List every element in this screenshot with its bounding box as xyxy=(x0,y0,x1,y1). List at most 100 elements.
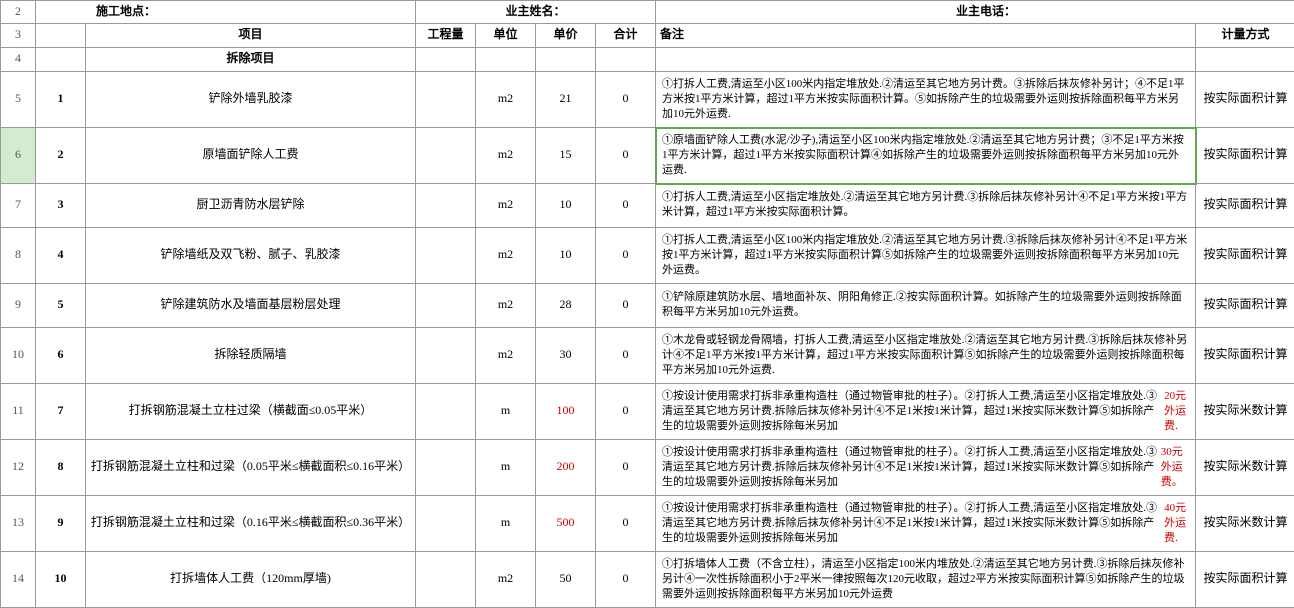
cell-seq[interactable]: 2 xyxy=(36,128,86,184)
cell-unit[interactable]: m2 xyxy=(476,228,536,284)
cell-price[interactable]: 30 xyxy=(536,328,596,384)
cell-method[interactable]: 按实际面积计算 xyxy=(1196,228,1294,284)
cell-total[interactable]: 0 xyxy=(596,440,656,496)
cell-method[interactable]: 按实际面积计算 xyxy=(1196,128,1294,184)
cell-method[interactable]: 按实际面积计算 xyxy=(1196,552,1294,608)
cell-price[interactable]: 50 xyxy=(536,552,596,608)
cell-name[interactable]: 打拆墙体人工费（120mm厚墙) xyxy=(86,552,416,608)
cell-method[interactable]: 按实际面积计算 xyxy=(1196,72,1294,128)
empty xyxy=(1196,48,1294,72)
cell-unit[interactable]: m2 xyxy=(476,184,536,228)
cell-name[interactable]: 铲除墙纸及双飞粉、腻子、乳胶漆 xyxy=(86,228,416,284)
cell-remark[interactable]: ①原墙面铲除人工费(水泥/沙子),清运至小区100米内指定堆放处.②清运至其它地… xyxy=(656,128,1196,184)
section-title: 拆除项目 xyxy=(86,48,416,72)
row-header: 4 xyxy=(1,48,36,72)
col-total: 合计 xyxy=(596,24,656,48)
cell-unit[interactable]: m2 xyxy=(476,128,536,184)
cell-name[interactable]: 打拆钢筋混凝土立柱和过梁（0.05平米≤横截面积≤0.16平米） xyxy=(86,440,416,496)
cell-remark[interactable]: ①按设计使用需求打拆非承重构造柱（通过物管审批的柱子）。②打拆人工费,清运至小区… xyxy=(656,496,1196,552)
row-header: 6 xyxy=(1,128,36,184)
spreadsheet-grid: 2施工地点：业主姓名：业主电话：3项目工程量单位单价合计备注计量方式4拆除项目5… xyxy=(0,0,1294,608)
row-header: 5 xyxy=(1,72,36,128)
cell-method[interactable]: 按实际面积计算 xyxy=(1196,184,1294,228)
cell-seq[interactable]: 6 xyxy=(36,328,86,384)
cell-total[interactable]: 0 xyxy=(596,552,656,608)
cell-total[interactable]: 0 xyxy=(596,128,656,184)
cell-unit[interactable]: m xyxy=(476,440,536,496)
label-owner-phone: 业主电话： xyxy=(656,1,1294,24)
cell-qty[interactable] xyxy=(416,328,476,384)
cell-seq[interactable]: 7 xyxy=(36,384,86,440)
cell-seq[interactable]: 8 xyxy=(36,440,86,496)
cell-unit[interactable]: m xyxy=(476,496,536,552)
cell-price[interactable]: 500 xyxy=(536,496,596,552)
cell-seq[interactable]: 10 xyxy=(36,552,86,608)
cell-qty[interactable] xyxy=(416,384,476,440)
cell-total[interactable]: 0 xyxy=(596,328,656,384)
cell-price[interactable]: 15 xyxy=(536,128,596,184)
cell-seq[interactable]: 1 xyxy=(36,72,86,128)
cell-remark[interactable]: ①按设计使用需求打拆非承重构造柱（通过物管审批的柱子）。②打拆人工费,清运至小区… xyxy=(656,440,1196,496)
cell-seq[interactable]: 9 xyxy=(36,496,86,552)
cell-unit[interactable]: m2 xyxy=(476,72,536,128)
row-header: 8 xyxy=(1,228,36,284)
cell-remark[interactable]: ①木龙骨或轻钢龙骨隔墙，打拆人工费,清运至小区指定堆放处.②清运至其它地方另计费… xyxy=(656,328,1196,384)
cell-total[interactable]: 0 xyxy=(596,496,656,552)
cell-total[interactable]: 0 xyxy=(596,228,656,284)
cell-name[interactable]: 原墙面铲除人工费 xyxy=(86,128,416,184)
cell-unit[interactable]: m2 xyxy=(476,328,536,384)
row-header: 11 xyxy=(1,384,36,440)
cell-method[interactable]: 按实际米数计算 xyxy=(1196,384,1294,440)
cell-remark[interactable]: ①打拆人工费,清运至小区100米内指定堆放处.②清运至其它地方另计费。③拆除后抹… xyxy=(656,72,1196,128)
row-header: 3 xyxy=(1,24,36,48)
cell-seq[interactable]: 5 xyxy=(36,284,86,328)
cell-remark[interactable]: ①按设计使用需求打拆非承重构造柱（通过物管审批的柱子）。②打拆人工费,清运至小区… xyxy=(656,384,1196,440)
cell-name[interactable]: 打拆钢筋混凝土立柱过梁（横截面≤0.05平米） xyxy=(86,384,416,440)
col-method: 计量方式 xyxy=(1196,24,1294,48)
cell-name[interactable]: 厨卫沥青防水层铲除 xyxy=(86,184,416,228)
cell-price[interactable]: 10 xyxy=(536,184,596,228)
cell-name[interactable]: 铲除外墙乳胶漆 xyxy=(86,72,416,128)
cell-qty[interactable] xyxy=(416,440,476,496)
row-header: 2 xyxy=(1,1,36,24)
cell-method[interactable]: 按实际米数计算 xyxy=(1196,440,1294,496)
col-project: 项目 xyxy=(86,24,416,48)
cell-method[interactable]: 按实际面积计算 xyxy=(1196,284,1294,328)
cell-method[interactable]: 按实际面积计算 xyxy=(1196,328,1294,384)
cell-seq[interactable]: 3 xyxy=(36,184,86,228)
cell-remark[interactable]: ①打拆人工费,清运至小区指定堆放处.②清运至其它地方另计费.③拆除后抹灰修补另计… xyxy=(656,184,1196,228)
cell-remark[interactable]: ①打拆墙体人工费（不含立柱），清运至小区指定100米内堆放处.②清运至其它地方另… xyxy=(656,552,1196,608)
cell-price[interactable]: 200 xyxy=(536,440,596,496)
cell-total[interactable]: 0 xyxy=(596,184,656,228)
row-header: 9 xyxy=(1,284,36,328)
row-header: 13 xyxy=(1,496,36,552)
cell-qty[interactable] xyxy=(416,128,476,184)
cell-total[interactable]: 0 xyxy=(596,72,656,128)
cell-price[interactable]: 21 xyxy=(536,72,596,128)
cell-qty[interactable] xyxy=(416,552,476,608)
cell-unit[interactable]: m xyxy=(476,384,536,440)
cell-remark[interactable]: ①打拆人工费,清运至小区100米内指定堆放处.②清运至其它地方另计费.③拆除后抹… xyxy=(656,228,1196,284)
cell-total[interactable]: 0 xyxy=(596,384,656,440)
cell-price[interactable]: 10 xyxy=(536,228,596,284)
cell-price[interactable]: 100 xyxy=(536,384,596,440)
cell-qty[interactable] xyxy=(416,228,476,284)
cell-name[interactable]: 铲除建筑防水及墙面基层粉层处理 xyxy=(86,284,416,328)
cell-method[interactable]: 按实际米数计算 xyxy=(1196,496,1294,552)
cell-qty[interactable] xyxy=(416,496,476,552)
cell-name[interactable]: 打拆钢筋混凝土立柱和过梁（0.16平米≤横截面积≤0.36平米） xyxy=(86,496,416,552)
cell-qty[interactable] xyxy=(416,72,476,128)
cell-name[interactable]: 拆除轻质隔墙 xyxy=(86,328,416,384)
cell-qty[interactable] xyxy=(416,284,476,328)
row-header: 7 xyxy=(1,184,36,228)
col-unit: 单位 xyxy=(476,24,536,48)
cell-qty[interactable] xyxy=(416,184,476,228)
empty xyxy=(596,48,656,72)
cell-total[interactable]: 0 xyxy=(596,284,656,328)
cell-price[interactable]: 28 xyxy=(536,284,596,328)
cell-unit[interactable]: m2 xyxy=(476,284,536,328)
cell-remark[interactable]: ①铲除原建筑防水层、墙地面补灰、阴阳角修正.②按实际面积计算。如拆除产生的垃圾需… xyxy=(656,284,1196,328)
cell-unit[interactable]: m2 xyxy=(476,552,536,608)
section-seq xyxy=(36,48,86,72)
cell-seq[interactable]: 4 xyxy=(36,228,86,284)
